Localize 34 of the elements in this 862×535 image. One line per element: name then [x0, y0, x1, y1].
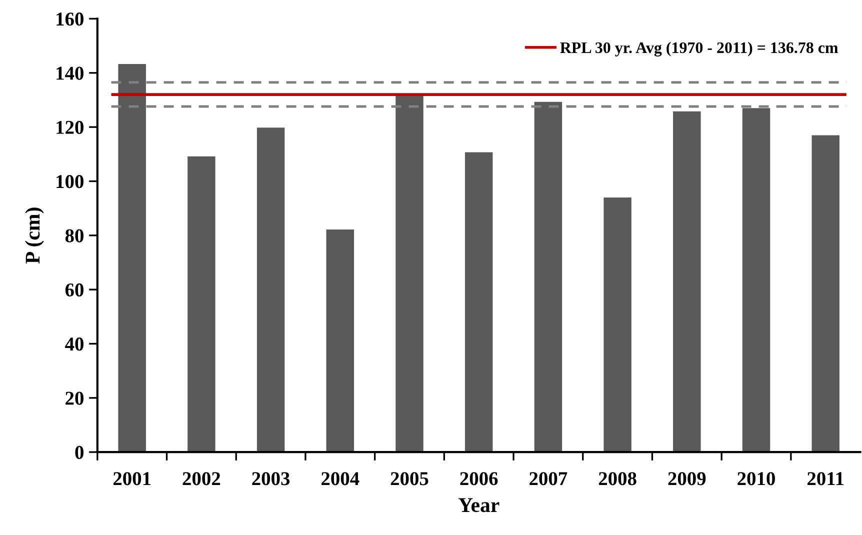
y-tick-label: 100 — [56, 175, 84, 188]
x-axis-title: Year — [458, 498, 500, 512]
bar — [256, 128, 285, 452]
x-tick-label: 2005 — [390, 472, 428, 486]
y-tick-label: 40 — [65, 338, 84, 351]
y-tick-label: 20 — [66, 392, 84, 405]
bar — [464, 152, 493, 452]
bar — [673, 111, 701, 452]
bar — [742, 108, 770, 452]
y-tick-label: 120 — [56, 120, 84, 134]
x-tick-label: 2004 — [322, 472, 360, 486]
bar — [812, 135, 840, 452]
bar — [396, 94, 424, 452]
x-tick-label: 2006 — [460, 472, 498, 486]
y-tick-label: 140 — [56, 66, 84, 80]
x-tick-label: 2009 — [668, 472, 706, 486]
x-tick-label: 2011 — [808, 472, 844, 486]
bar — [118, 64, 146, 452]
x-tick-label: 2010 — [738, 472, 775, 486]
annotation: RPL 30 yr. Avg (1970 - 2011) = 136.78 cm — [560, 42, 838, 56]
bar — [534, 102, 562, 452]
y-tick-label: 80 — [65, 229, 84, 242]
x-tick-label: 2002 — [182, 472, 220, 486]
y-axis-title: P (cm) — [25, 208, 44, 264]
x-tick-label: 2003 — [252, 472, 290, 486]
x-tick-label: 2001 — [113, 472, 151, 486]
y-tick-label: 60 — [65, 283, 84, 297]
y-tick-label: 160 — [56, 12, 84, 26]
bar — [604, 197, 632, 452]
x-tick-label: 2007 — [530, 472, 568, 486]
y-tick-label: 0 — [75, 446, 84, 460]
x-tick-label: 2008 — [598, 472, 636, 486]
bar — [188, 156, 216, 452]
bar — [326, 229, 354, 452]
